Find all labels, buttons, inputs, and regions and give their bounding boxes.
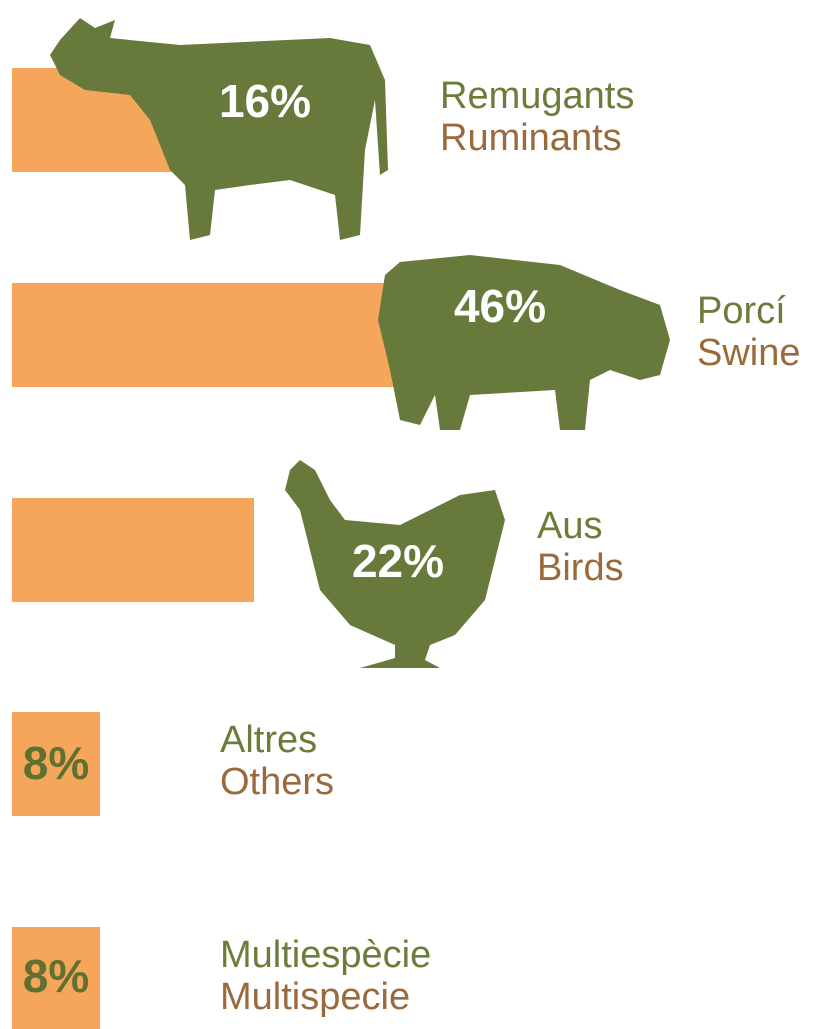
category-label-en: Ruminants — [440, 117, 622, 159]
category-label: Altres — [220, 719, 317, 761]
category-label: Multiespècie — [220, 934, 431, 976]
category-label-en: Birds — [537, 547, 624, 589]
category-label-en: Swine — [697, 332, 801, 374]
category-label: Porcí — [697, 290, 786, 332]
category-label: Aus — [537, 505, 602, 547]
value-label: 22% — [352, 535, 444, 587]
value-label: 8% — [23, 950, 89, 1002]
value-label: 16% — [219, 75, 311, 127]
category-label: Remugants — [440, 75, 634, 117]
category-label-en: Others — [220, 761, 334, 803]
value-label: 46% — [454, 280, 546, 332]
bar — [12, 498, 254, 602]
value-label: 8% — [23, 737, 89, 789]
category-label-en: Multispecie — [220, 976, 410, 1018]
chart: 16% RemugantsRuminants 46% PorcíSwine 22% Aus… — [0, 0, 821, 1029]
